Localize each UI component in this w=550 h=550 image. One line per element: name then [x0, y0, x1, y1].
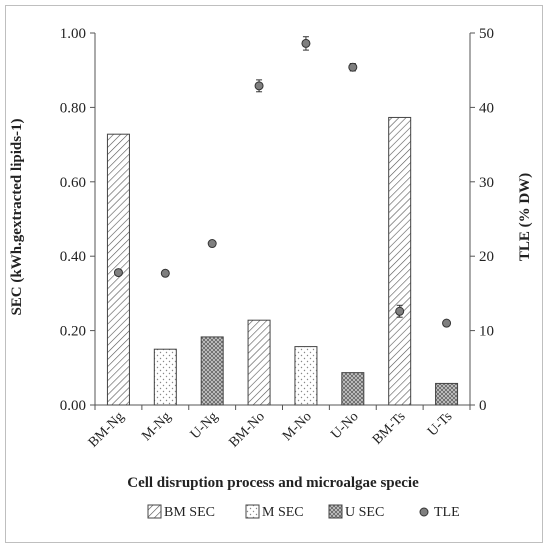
legend-swatch-bm-sec	[147, 504, 162, 519]
left-tick-label: 0.80	[60, 100, 86, 116]
tle-point-u-ts	[442, 318, 452, 328]
left-tick-label: 0.00	[60, 398, 86, 414]
right-tick-label: 0	[479, 398, 487, 414]
tle-point-bm-ng	[113, 268, 123, 278]
category-label-bm-no: BM-No	[226, 409, 267, 450]
category-label-bm-ts: BM-Ts	[370, 409, 409, 448]
bar-u-sec-u-ts	[435, 382, 459, 406]
left-tick-label: 0.60	[60, 175, 86, 191]
tle-point-u-ng	[207, 239, 217, 249]
right-tick-label: 40	[479, 100, 494, 116]
tle-point-m-ng	[160, 268, 170, 278]
right-tick-labels: 0 10 20 30 40 50	[470, 26, 494, 414]
tle-point-u-no	[348, 62, 358, 72]
tle-point-bm-ts	[395, 306, 405, 316]
right-tick-label: 50	[479, 26, 494, 42]
right-tick-label: 30	[479, 175, 494, 191]
left-tick-label: 1.00	[60, 26, 86, 42]
y2-axis-title: TLE (% DW)	[517, 173, 533, 261]
category-label-u-no: U-No	[328, 409, 361, 442]
bar-m-sec-m-ng	[153, 348, 177, 406]
category-label-u-ng: U-Ng	[188, 409, 221, 442]
legend-swatch-m-sec	[245, 504, 260, 519]
category-label-m-no: M-No	[280, 409, 315, 444]
chart-frame	[5, 5, 543, 543]
legend-swatch-tle	[419, 507, 429, 517]
bar-u-sec-u-ng	[200, 336, 224, 406]
legend-label-u-sec: U SEC	[345, 505, 384, 520]
category-label-m-ng: M-Ng	[139, 409, 174, 444]
legend-label-m-sec: M SEC	[262, 505, 304, 520]
tle-points-group	[113, 36, 452, 328]
category-label-u-ts: U-Ts	[425, 409, 455, 439]
x-axis-title: Cell disruption process and microalgae s…	[127, 475, 419, 491]
bars-group	[106, 116, 459, 406]
left-tick-label: 0.20	[60, 324, 86, 340]
axes-group	[94, 33, 471, 406]
legend-label-tle: TLE	[434, 505, 460, 520]
bar-m-sec-m-no	[294, 346, 318, 406]
right-tick-label: 10	[479, 324, 494, 340]
right-tick-label: 20	[479, 249, 494, 265]
tle-point-bm-no	[254, 81, 264, 91]
bar-bm-sec-bm-no	[247, 319, 271, 406]
tle-point-m-no	[301, 38, 311, 48]
bar-bm-sec-bm-ts	[388, 116, 412, 406]
legend: BM SEC M SEC U SEC TLE	[147, 504, 460, 520]
legend-label-bm-sec: BM SEC	[164, 505, 215, 520]
left-tick-labels: 0.00 0.20 0.40 0.60 0.80 1.00	[60, 26, 471, 414]
bar-u-sec-u-no	[341, 372, 365, 406]
left-tick-label: 0.40	[60, 249, 86, 265]
category-labels: BM-Ng M-Ng U-Ng BM-No M-No U-No BM-Ts U-Ts	[86, 409, 456, 450]
y-axis-title: SEC (kWh.gextracted lipids-1)	[9, 118, 25, 315]
category-label-bm-ng: BM-Ng	[86, 409, 127, 450]
legend-swatch-u-sec	[328, 504, 343, 519]
